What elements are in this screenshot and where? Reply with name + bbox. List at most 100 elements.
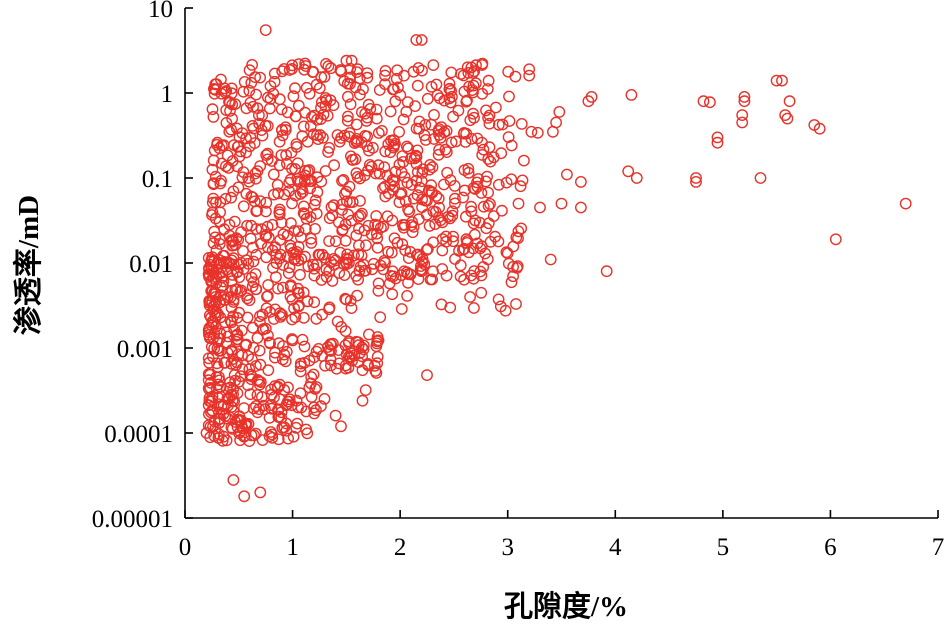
data-point [272,411,285,423]
data-point [289,82,301,95]
data-point [440,230,452,243]
data-point [290,138,303,151]
data-point [341,90,354,103]
data-point [276,124,288,137]
data-point [509,70,522,83]
data-point [382,245,395,258]
data-point [233,131,246,144]
data-point [282,267,295,280]
data-point [395,166,408,179]
data-point [251,389,264,401]
data-point [343,130,356,143]
data-point [308,296,321,309]
data-point [259,119,272,132]
data-point [423,219,436,232]
data-point [223,96,236,109]
data-point [404,245,417,258]
data-point [338,129,351,142]
data-point [482,112,494,124]
data-point [335,420,347,433]
data-point [350,335,363,348]
data-point [218,223,231,236]
data-point [203,356,216,369]
data-point [331,129,344,141]
data-point [254,71,267,84]
data-point [370,103,383,116]
data-point [386,265,399,278]
data-point [338,269,351,281]
data-point [425,118,438,131]
data-point [471,180,484,193]
data-point [310,312,323,325]
data-point [297,286,310,299]
data-point [388,175,400,188]
data-point [219,410,232,422]
data-point [269,303,282,316]
data-point [220,104,233,117]
data-point [335,132,347,144]
data-point [284,217,297,230]
data-point [265,402,278,415]
data-point [213,296,226,309]
data-point [294,365,307,378]
data-point [362,144,375,157]
data-point [512,225,525,238]
data-point [225,82,238,95]
data-point [410,150,423,163]
data-point [345,214,358,227]
data-point [215,87,228,100]
x-tick-label: 0 [179,534,192,561]
data-point [342,335,355,348]
data-point [318,392,331,405]
data-point [419,133,432,146]
data-point [305,232,317,245]
data-point [467,302,480,314]
data-point [393,196,406,209]
data-point [259,24,272,37]
data-point [320,58,332,70]
data-point [299,222,312,235]
data-point [452,104,465,117]
data-point [354,209,367,222]
data-point [371,241,384,254]
data-point [393,125,405,138]
data-point [229,416,242,428]
data-point [467,272,480,285]
data-point [286,334,299,347]
data-point [325,201,338,214]
data-point [279,355,292,368]
data-point [336,223,349,236]
data-point [297,311,310,324]
data-point [305,236,318,249]
data-point [444,96,457,109]
data-point [205,253,218,266]
data-point [575,201,587,214]
data-point [475,286,488,299]
y-tick-label: 0.00001 [92,506,173,533]
data-point [206,390,219,403]
data-point [246,59,259,71]
data-point [337,173,350,186]
data-point [309,382,322,395]
data-point [379,69,391,82]
data-point [241,219,254,232]
data-point [282,432,294,445]
data-point [261,290,273,303]
data-point [213,237,226,250]
data-point [469,183,481,195]
data-point [254,486,267,499]
data-point [294,268,306,281]
data-point [340,293,353,306]
data-point [738,95,751,108]
data-point [265,155,278,167]
data-point [690,175,702,188]
data-point [270,248,283,261]
data-point [492,293,505,306]
data-point [445,90,458,103]
data-point [477,200,490,213]
data-point [211,136,224,149]
data-point [371,350,384,363]
data-point [465,200,477,213]
data-point [400,140,413,153]
data-point [225,357,238,370]
